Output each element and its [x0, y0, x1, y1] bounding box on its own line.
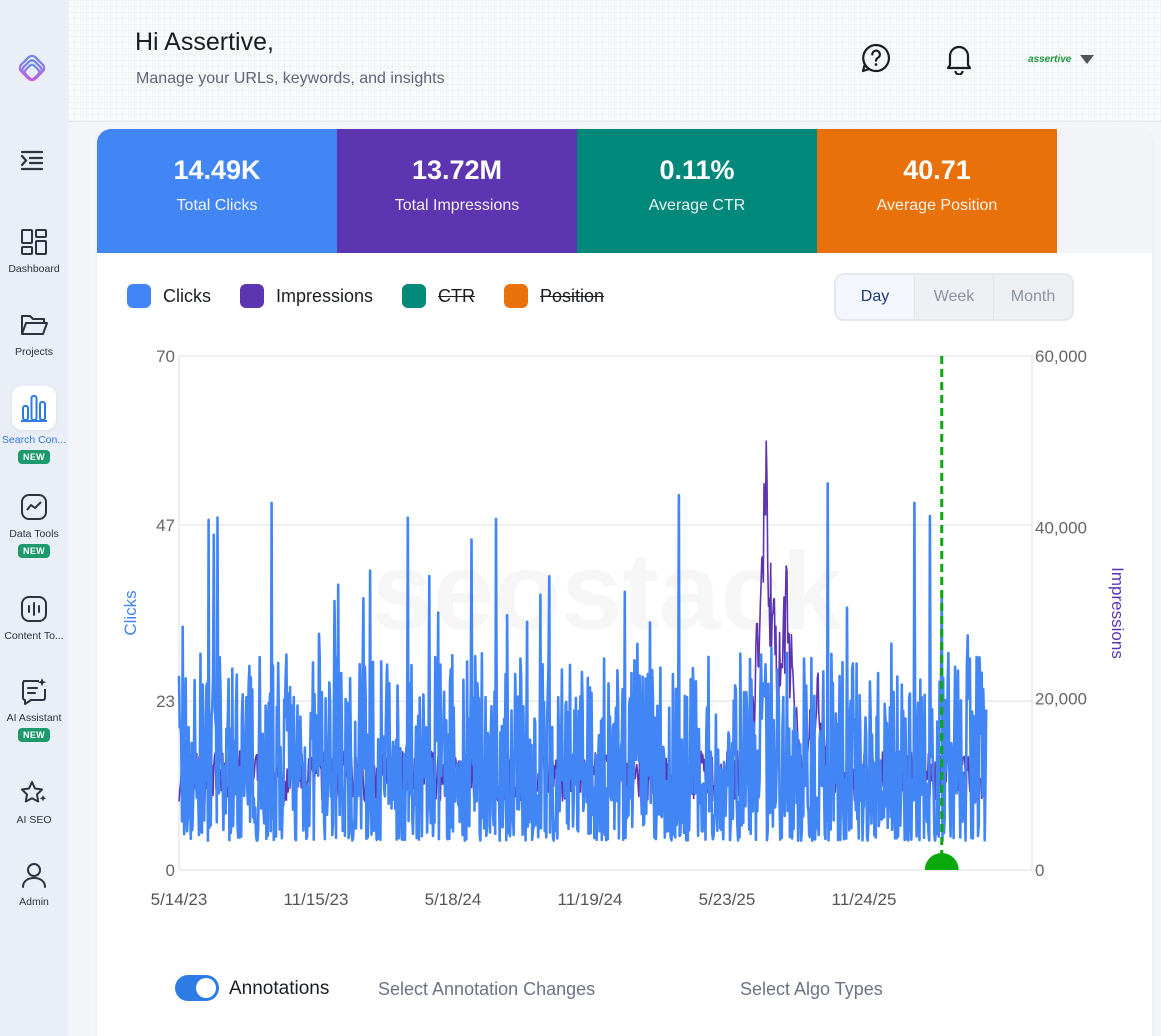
sparkle-chat-icon — [22, 678, 47, 705]
sidebar-item-projects[interactable]: Projects — [0, 310, 68, 358]
sidebar-item-dashboard[interactable]: Dashboard — [0, 227, 68, 275]
toggle-knob — [196, 978, 216, 998]
search-console-card: 14.49K Total Clicks 13.72M Total Impress… — [97, 129, 1152, 1036]
user-logo: assertive — [1028, 53, 1072, 65]
legend-label: CTR — [438, 285, 476, 306]
stats-row: 14.49K Total Clicks 13.72M Total Impress… — [97, 129, 1152, 253]
y-right-tick-label: 40,000 — [1035, 518, 1087, 537]
page-subtitle: Manage your URLs, keywords, and insights — [136, 70, 445, 87]
legend-item-ctr[interactable]: CTR — [402, 284, 475, 308]
legend-swatch — [504, 284, 529, 308]
x-tick-label: 11/15/23 — [284, 890, 349, 909]
algo-types-select[interactable]: Select Algo Types — [740, 979, 883, 999]
chart-legend: Clicks Impressions CTR Position — [127, 284, 633, 308]
legend-swatch — [402, 284, 427, 308]
tab-month[interactable]: Month — [993, 275, 1072, 319]
tab-day[interactable]: Day — [836, 275, 914, 319]
bell-icon[interactable] — [945, 43, 973, 75]
stat-average-ctr[interactable]: 0.11% Average CTR — [577, 129, 817, 253]
legend-swatch — [240, 284, 264, 308]
x-tick-label: 11/19/24 — [558, 890, 623, 909]
legend-item-position[interactable]: Position — [504, 284, 604, 308]
performance-chart[interactable]: seostack704723060,00040,00020,00005/14/2… — [97, 329, 1152, 949]
sidebar-item-ai-seo[interactable]: AI SEO — [0, 778, 68, 826]
x-tick-label: 5/18/24 — [425, 890, 482, 909]
y-right-axis-title: Impressions — [1108, 567, 1127, 659]
stat-value: 14.49K — [173, 155, 261, 185]
y-left-tick-label: 0 — [166, 861, 175, 880]
stat-label: Total Clicks — [176, 197, 258, 214]
legend-swatch — [127, 284, 151, 308]
user-icon — [22, 863, 46, 888]
sidebar-item-label: Content To... — [4, 630, 64, 642]
active-icon-wrap — [12, 386, 56, 430]
sidebar-item-content-tools[interactable]: Content To... — [0, 594, 68, 642]
x-tick-label: 5/14/23 — [151, 890, 208, 909]
stat-value: 40.71 — [903, 155, 971, 185]
help-icon[interactable] — [860, 42, 892, 74]
new-badge: NEW — [18, 728, 50, 742]
sidebar-item-label: Projects — [15, 346, 53, 358]
new-badge: NEW — [18, 450, 50, 464]
sidebar-item-label: Admin — [19, 896, 49, 908]
dashboard-icon — [21, 229, 47, 255]
y-left-tick-label: 70 — [156, 347, 175, 366]
stat-average-position[interactable]: 40.71 Average Position — [817, 129, 1057, 253]
tab-week[interactable]: Week — [914, 275, 993, 319]
new-badge: NEW — [18, 544, 50, 558]
annotation-marker-dot — [924, 853, 959, 870]
x-tick-label: 11/24/25 — [832, 890, 897, 909]
sidebar-item-data-tools[interactable]: Data Tools NEW — [0, 492, 68, 558]
stat-total-clicks[interactable]: 14.49K Total Clicks — [97, 129, 337, 253]
sidebar-item-label: Dashboard — [8, 263, 60, 275]
chevron-down-icon — [1080, 54, 1095, 64]
audio-wave-icon — [21, 596, 47, 622]
stat-value: 13.72M — [411, 155, 503, 185]
sparkle-star-icon — [21, 781, 47, 803]
sidebar-item-label: AI Assistant — [6, 712, 62, 724]
stat-total-impressions[interactable]: 13.72M Total Impressions — [337, 129, 577, 253]
legend-label: Impressions — [276, 285, 374, 306]
stats-filler — [1057, 129, 1152, 253]
y-left-tick-label: 23 — [156, 692, 175, 711]
sidebar: Dashboard Projects Search Con... NEW Dat… — [0, 0, 68, 1036]
bar-chart-icon — [21, 395, 47, 422]
stat-value: 0.11% — [659, 155, 735, 185]
menu-toggle-icon[interactable] — [18, 146, 46, 174]
y-left-tick-label: 47 — [156, 516, 175, 535]
y-right-tick-label: 60,000 — [1035, 347, 1087, 366]
y-right-tick-label: 20,000 — [1035, 690, 1087, 709]
folder-icon — [21, 315, 48, 335]
page-header: Hi Assertive, Manage your URLs, keywords… — [68, 0, 1161, 122]
y-left-axis-title: Clicks — [121, 590, 140, 635]
sidebar-item-label: Data Tools — [9, 528, 59, 540]
app-logo-icon[interactable] — [14, 52, 50, 88]
user-menu[interactable]: assertive — [1028, 44, 1103, 74]
stat-label: Average CTR — [648, 197, 746, 214]
stat-label: Average Position — [876, 197, 998, 214]
sidebar-item-ai-assistant[interactable]: AI Assistant NEW — [0, 676, 68, 742]
y-right-tick-label: 0 — [1035, 861, 1044, 880]
trend-icon — [21, 494, 47, 520]
annotation-changes-select[interactable]: Select Annotation Changes — [378, 979, 596, 999]
legend-item-impressions[interactable]: Impressions — [240, 284, 373, 308]
x-tick-label: 5/23/25 — [699, 890, 756, 909]
stat-label: Total Impressions — [394, 197, 520, 214]
date-range-tabs: Day Week Month — [834, 273, 1074, 321]
greeting-title: Hi Assertive, — [135, 28, 274, 56]
legend-label: Position — [540, 285, 605, 306]
annotations-label: Annotations — [229, 978, 330, 999]
legend-label: Clicks — [163, 285, 211, 306]
legend-item-clicks[interactable]: Clicks — [127, 284, 211, 308]
sidebar-item-label: Search Con... — [1, 434, 67, 446]
series-line-clicks — [177, 482, 988, 842]
sidebar-item-label: AI SEO — [16, 814, 52, 826]
sidebar-item-admin[interactable]: Admin — [0, 860, 68, 908]
sidebar-item-search-console[interactable]: Search Con... NEW — [0, 386, 68, 464]
annotations-toggle[interactable] — [175, 975, 219, 1001]
